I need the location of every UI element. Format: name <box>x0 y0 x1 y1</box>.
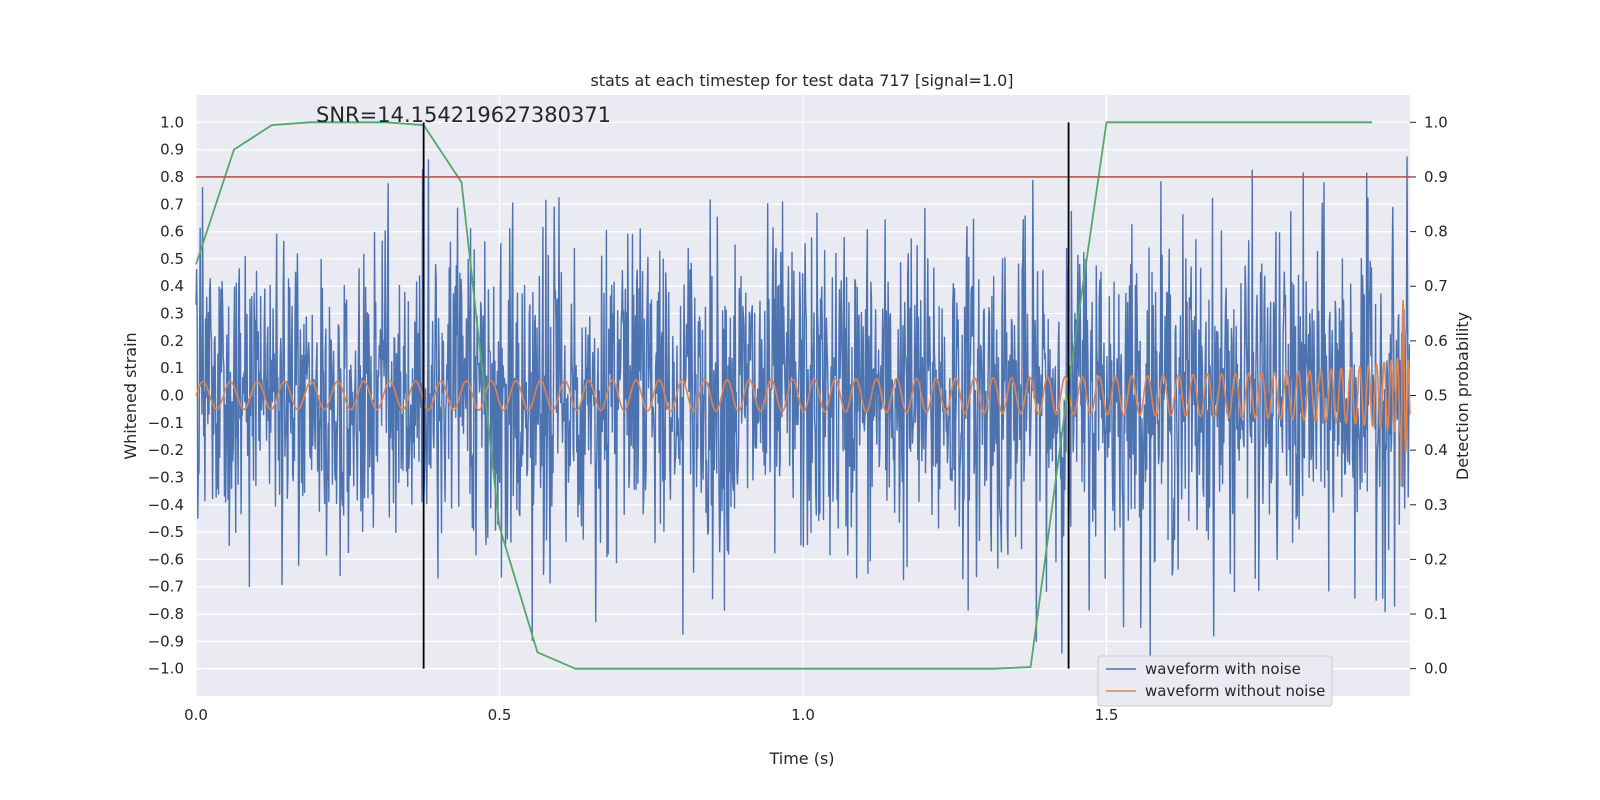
x-tick-label: 1.5 <box>1095 706 1119 724</box>
y-left-tick-label: −0.8 <box>148 605 184 623</box>
y-left-tick-label: −0.2 <box>148 441 184 459</box>
x-tick-label: 1.0 <box>791 706 815 724</box>
y-right-tick-label: 0.3 <box>1424 496 1448 514</box>
y-right-tick-label: 0.2 <box>1424 550 1448 568</box>
detection-probability-series <box>195 121 1373 670</box>
x-axis-ticks: 0.0 0.5 1.0 1.5 <box>184 706 1118 724</box>
waveform-without-noise-line <box>195 299 1411 487</box>
y-left-tick-label: −0.9 <box>148 632 184 650</box>
y-right-tick-label: 0.4 <box>1424 441 1448 459</box>
waveform-without-noise-series <box>195 299 1411 487</box>
y-left-tick-label: −0.7 <box>148 578 184 596</box>
waveform-with-noise-series <box>195 156 1411 659</box>
x-axis-label: Time (s) <box>768 749 834 768</box>
legend-box <box>1097 655 1333 707</box>
y-left-tick-label: −0.6 <box>148 550 184 568</box>
y-left-tick-label: 0.2 <box>160 332 184 350</box>
y-right-tick-label: 1.0 <box>1424 113 1448 131</box>
y-right-tick-label: 0.6 <box>1424 332 1448 350</box>
y-left-tick-label: 0.0 <box>160 387 184 405</box>
y-left-tick-label: 0.3 <box>160 305 184 323</box>
detection-probability-line <box>195 121 1373 670</box>
y-left-tick-label: −1.0 <box>148 660 184 678</box>
y-left-tick-label: −0.1 <box>148 414 184 432</box>
y-left-tick-label: 0.1 <box>160 359 184 377</box>
y-right-tick-label: 0.7 <box>1424 277 1448 295</box>
y-right-tick-label: 0.1 <box>1424 605 1448 623</box>
legend-label-clean: waveform without noise <box>1145 682 1325 700</box>
snr-annotation: SNR=14.154219627380371 <box>316 103 611 127</box>
x-tick-label: 0.5 <box>488 706 512 724</box>
y-left-tick-label: 0.5 <box>160 250 184 268</box>
legend: waveform with noise waveform without noi… <box>1097 655 1333 707</box>
y-left-tick-label: −0.3 <box>148 468 184 486</box>
y-left-tick-label: 0.8 <box>160 168 184 186</box>
x-tick-label: 0.0 <box>184 706 208 724</box>
y-right-tick-label: 0.5 <box>1424 387 1448 405</box>
y-left-tick-label: 0.7 <box>160 195 184 213</box>
y-left-axis-ticks: −1.0 −0.9 −0.8 −0.7 −0.6 −0.5 −0.4 −0.3 −0.2 −0.1… <box>148 113 184 677</box>
y-left-tick-label: 0.9 <box>160 141 184 159</box>
y-right-tick-label: 0.9 <box>1424 168 1448 186</box>
y-right-axis-ticks: 0.0 0.1 0.2 0.3 0.4 0.5 0.6 0.7 0.8 0.9 1.0 <box>1410 113 1448 678</box>
y-left-tick-label: 0.4 <box>160 277 184 295</box>
y-left-tick-label: 1.0 <box>160 113 184 131</box>
legend-label-noise: waveform with noise <box>1145 660 1301 678</box>
waveform-with-noise-line <box>195 156 1411 659</box>
y-right-tick-label: 0.0 <box>1424 660 1448 678</box>
y-left-tick-label: 0.6 <box>160 223 184 241</box>
y-right-tick-label: 0.8 <box>1424 223 1448 241</box>
y-right-axis-label: Detection probability <box>1453 312 1472 480</box>
vertical-markers <box>422 122 1070 669</box>
y-left-tick-label: −0.4 <box>148 496 184 514</box>
y-left-axis-label: Whitened strain <box>121 332 140 459</box>
chart-title: stats at each timestep for test data 717… <box>590 71 1013 90</box>
y-left-tick-label: −0.5 <box>148 523 184 541</box>
